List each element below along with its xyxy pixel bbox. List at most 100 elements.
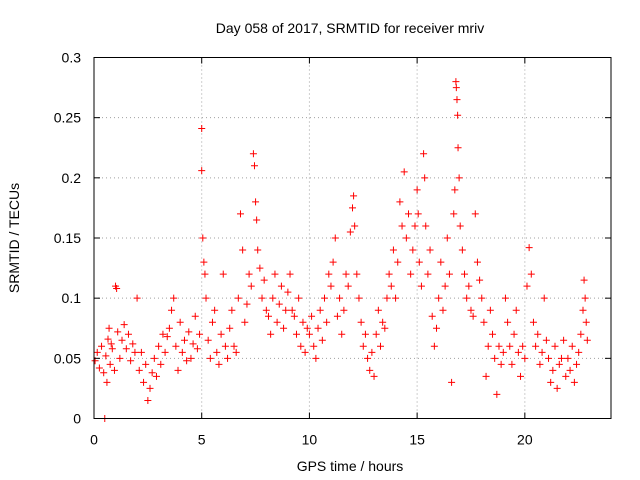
data-point <box>499 348 507 356</box>
data-point <box>424 270 432 278</box>
data-point <box>133 294 141 302</box>
data-point <box>316 306 324 314</box>
data-point <box>187 354 195 362</box>
data-point <box>191 312 199 320</box>
data-point <box>230 342 238 350</box>
x-tick-label: 5 <box>198 432 206 448</box>
data-point <box>200 258 208 266</box>
data-point <box>374 306 382 314</box>
data-point <box>350 192 358 200</box>
data-point <box>545 354 553 362</box>
data-point <box>137 348 145 356</box>
data-point <box>510 330 518 338</box>
data-point <box>583 336 591 344</box>
data-point <box>377 342 385 350</box>
data-point <box>368 348 376 356</box>
data-point <box>254 246 262 254</box>
data-point <box>142 360 150 368</box>
data-point <box>396 198 404 206</box>
data-point <box>573 360 581 368</box>
data-point <box>199 234 207 242</box>
data-point <box>152 372 160 380</box>
data-point <box>392 294 400 302</box>
data-point <box>495 342 503 350</box>
data-point <box>256 264 264 272</box>
data-point <box>342 270 350 278</box>
data-point <box>204 336 212 344</box>
data-point <box>325 270 333 278</box>
data-point <box>282 306 290 314</box>
data-point <box>232 348 240 356</box>
data-point <box>501 294 509 302</box>
x-tick-label: 20 <box>517 432 533 448</box>
data-point <box>206 354 214 362</box>
data-point <box>183 357 191 365</box>
data-point <box>140 378 148 386</box>
data-point <box>452 84 460 92</box>
data-point <box>448 378 456 386</box>
data-point <box>366 366 374 374</box>
data-point <box>228 306 236 314</box>
data-point <box>159 330 167 338</box>
data-point <box>95 364 103 372</box>
data-point <box>389 246 397 254</box>
data-point <box>407 270 415 278</box>
data-point <box>458 246 466 254</box>
data-point <box>127 357 135 365</box>
data-point <box>211 306 219 314</box>
data-point <box>549 366 557 374</box>
data-point <box>454 111 462 119</box>
data-point <box>217 330 225 338</box>
data-point <box>381 324 389 332</box>
data-point <box>301 348 309 356</box>
data-point <box>359 342 367 350</box>
data-point <box>336 294 344 302</box>
data-point <box>236 210 244 218</box>
data-point <box>102 352 110 360</box>
data-point <box>422 222 430 230</box>
data-point <box>247 282 255 290</box>
data-point <box>364 354 372 362</box>
data-point <box>435 294 443 302</box>
data-point <box>120 321 128 329</box>
data-point <box>564 354 572 362</box>
data-point <box>439 306 447 314</box>
data-point <box>148 369 156 377</box>
data-point <box>312 354 320 362</box>
data-point <box>357 318 365 326</box>
data-point <box>318 336 326 344</box>
data-point <box>260 276 268 284</box>
data-point <box>581 294 589 302</box>
data-point <box>219 270 227 278</box>
data-point <box>467 306 475 314</box>
data-point <box>224 354 232 362</box>
data-point <box>405 210 413 218</box>
data-point <box>213 348 221 356</box>
data-point <box>506 342 514 350</box>
data-point <box>517 372 525 380</box>
data-point <box>570 378 578 386</box>
y-tick-label: 0.15 <box>54 230 81 246</box>
data-point <box>163 333 171 341</box>
data-point <box>146 384 154 392</box>
data-point <box>165 324 173 332</box>
data-point <box>441 282 449 290</box>
data-point <box>308 312 316 320</box>
y-tick-label: 0.05 <box>54 350 81 366</box>
data-point <box>124 330 132 338</box>
data-point <box>491 354 499 362</box>
data-point <box>269 294 277 302</box>
data-point <box>409 246 417 254</box>
data-point <box>519 342 527 350</box>
data-point <box>189 340 197 348</box>
data-point <box>538 348 546 356</box>
data-point <box>525 244 533 252</box>
data-point <box>512 306 520 314</box>
data-point <box>579 306 587 314</box>
data-point <box>400 168 408 176</box>
data-point <box>521 354 529 362</box>
data-point <box>402 234 410 242</box>
y-tick-label: 0.1 <box>62 290 82 306</box>
data-point <box>323 318 331 326</box>
data-point <box>529 318 537 326</box>
